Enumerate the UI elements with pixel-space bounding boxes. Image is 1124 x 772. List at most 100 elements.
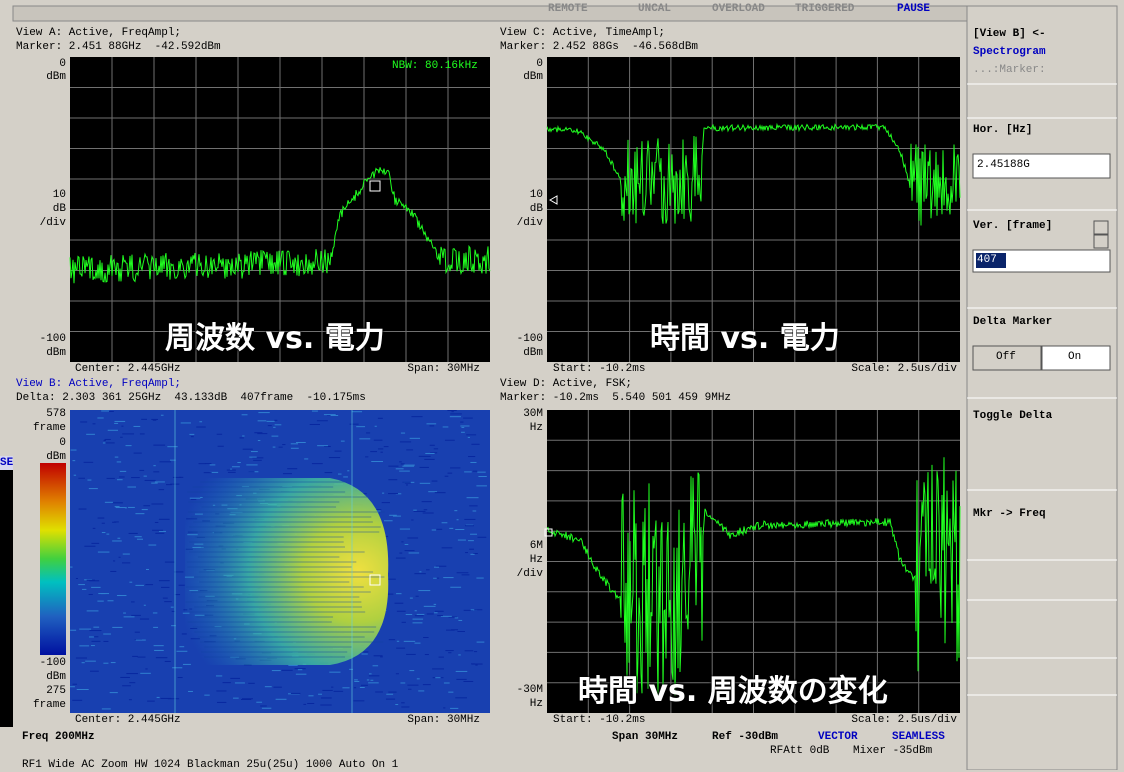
noise [172, 667, 182, 668]
noise [476, 485, 487, 486]
noise [419, 456, 431, 457]
noise [123, 613, 126, 614]
mkr-freq[interactable]: Mkr -> Freq [973, 508, 1046, 521]
noise [354, 687, 356, 688]
noise [82, 589, 86, 590]
noise [216, 690, 226, 691]
noise [89, 630, 101, 631]
noise [448, 473, 453, 474]
noise [233, 698, 239, 699]
noise [127, 487, 136, 488]
noise [243, 449, 253, 450]
noise [282, 444, 285, 445]
noise [458, 654, 461, 655]
noise [373, 665, 379, 666]
noise [151, 483, 157, 484]
axis-label: dB [53, 203, 66, 216]
hor-label: Hor. [Hz] [973, 124, 1032, 137]
noise [416, 596, 419, 597]
caption: 時間 vs. 周波数の変化 [578, 675, 888, 709]
noise [434, 604, 436, 605]
noise [291, 448, 299, 449]
noise [457, 519, 459, 520]
noise [227, 470, 236, 471]
noise [413, 619, 424, 620]
side-panel [967, 6, 1117, 770]
noise [103, 663, 108, 664]
noise [268, 425, 272, 426]
hor-value[interactable]: 2.45188G [977, 159, 1030, 172]
colorbar [40, 463, 66, 655]
noise [154, 645, 164, 646]
noise [400, 529, 410, 530]
noise [122, 433, 134, 434]
noise [159, 580, 170, 581]
noise [475, 665, 477, 666]
uncal: UNCAL [638, 3, 671, 16]
noise [401, 706, 409, 707]
noise [91, 543, 99, 544]
noise [478, 476, 486, 477]
noise [399, 553, 402, 554]
noise [153, 465, 155, 466]
noise [140, 619, 149, 620]
noise [405, 550, 415, 551]
noise [217, 434, 222, 435]
noise [126, 445, 132, 446]
noise [103, 442, 106, 443]
noise [77, 689, 89, 690]
ref: Ref -30dBm [712, 731, 778, 744]
noise [273, 447, 276, 448]
noise [414, 643, 420, 644]
noise [87, 480, 91, 481]
noise [102, 523, 105, 524]
noise [434, 567, 439, 568]
noise [447, 410, 456, 411]
noise [450, 587, 461, 588]
noise [473, 471, 478, 472]
noise [262, 708, 271, 709]
view-select: [View B] <- [973, 28, 1046, 41]
noise [129, 582, 132, 583]
noise [456, 679, 466, 680]
marker: Marker: -10.2ms 5.540 501 459 9MHz [500, 392, 731, 405]
noise [361, 685, 368, 686]
axis-label: dBm [46, 671, 66, 684]
noise [179, 585, 185, 586]
noise [70, 686, 75, 687]
noise [443, 426, 449, 427]
noise [114, 423, 118, 424]
noise [430, 425, 435, 426]
noise [104, 440, 106, 441]
noise [460, 422, 463, 423]
toggle-delta[interactable]: Toggle Delta [973, 410, 1052, 423]
noise [159, 489, 164, 490]
noise [71, 450, 77, 451]
noise [265, 686, 272, 687]
noise [435, 677, 440, 678]
off[interactable]: Off [996, 351, 1016, 364]
on[interactable]: On [1068, 351, 1081, 364]
noise [87, 580, 95, 581]
noise [402, 466, 414, 467]
noise [388, 692, 396, 693]
noise [367, 679, 369, 680]
noise [401, 541, 403, 542]
footer-right: Scale: 2.5us/div [851, 363, 957, 376]
noise [409, 552, 420, 553]
noise [317, 420, 328, 421]
noise [434, 612, 438, 613]
footer-left: Start: -10.2ms [553, 714, 645, 727]
noise [469, 549, 474, 550]
noise [144, 476, 147, 477]
overload: OVERLOAD [712, 3, 765, 16]
noise [395, 704, 398, 705]
noise [123, 554, 130, 555]
noise [449, 528, 453, 529]
ver-value[interactable]: 407 [977, 254, 997, 267]
noise [341, 441, 345, 442]
noise [117, 538, 120, 539]
noise [151, 504, 163, 505]
noise [415, 615, 424, 616]
noise [386, 694, 393, 695]
